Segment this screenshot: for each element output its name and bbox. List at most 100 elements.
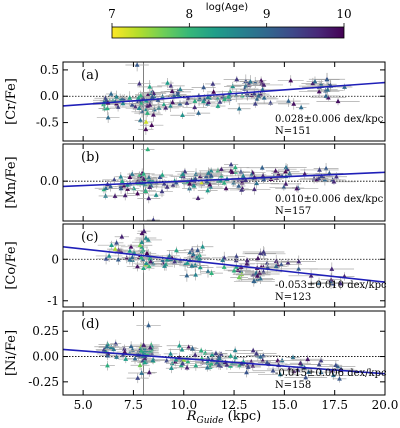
panel-tag: (a) [81,68,99,83]
data-point [129,102,135,107]
data-point [259,165,265,170]
data-point [144,250,150,256]
data-point [283,169,288,174]
data-point [204,365,210,370]
data-point [201,84,207,90]
panel-d: -0.25 0.00 0.25 5.0 7.5 10.0 12.5 15.0 17.5 20.0 (… [4,310,398,412]
data-point [204,178,210,184]
data-point [143,119,149,124]
data-point [234,76,240,82]
data-point [210,81,216,86]
data-point [146,322,151,328]
data-point [123,356,129,361]
data-point [225,94,231,99]
data-point [114,94,119,99]
data-point [191,183,197,188]
data-point [233,354,238,360]
data-point [103,193,108,198]
data-point [189,263,195,268]
data-point [196,256,202,261]
data-point [184,100,190,105]
data-point [113,341,119,346]
data-point [217,355,222,361]
data-point [169,365,174,371]
data-point [224,362,230,367]
x-tick-label: 5.0 [74,398,93,412]
data-point [193,272,199,277]
data-point [128,343,134,349]
data-point [180,360,186,366]
data-point [167,253,172,258]
data-point [302,171,308,176]
data-point [198,347,204,353]
data-point [238,169,244,174]
data-point [133,104,138,109]
data-point [190,251,196,257]
data-point [120,100,126,106]
data-point [180,112,185,118]
data-point [136,81,142,86]
data-point [291,101,297,106]
data-point [254,273,260,278]
data-point [127,257,133,262]
data-point [215,167,221,173]
data-point [190,346,195,351]
data-point [115,257,121,262]
data-point [305,356,311,362]
data-point [214,359,220,365]
data-point [143,260,149,265]
fit-line [63,246,385,283]
data-point [209,361,214,366]
data-point [258,276,263,281]
data-point [112,193,118,198]
panel-a: -0.5 0.0 0.5 (a) [Cr/Fe] 0.028±0.006 dex/kpcN… [4,61,386,142]
data-point [257,270,262,275]
data-point [149,122,155,127]
data-point [273,168,279,173]
data-point [215,103,221,108]
data-point [165,80,170,85]
slope-annotation: N=123 [275,292,311,303]
data-point [231,180,237,185]
data-point [331,372,336,378]
data-point [119,234,125,239]
data-point [141,171,147,176]
data-point [306,369,311,374]
data-point [104,105,110,111]
data-point [192,98,198,103]
data-point [135,375,141,380]
data-point [181,357,187,362]
data-point [168,351,173,356]
data-point [283,164,289,170]
data-point [138,100,144,106]
data-point [156,105,162,110]
data-point [303,374,309,380]
data-point [182,168,188,174]
data-point [199,180,204,185]
data-point [195,195,201,200]
data-point [138,348,144,353]
data-point [251,186,257,192]
x-tick-label: 7.5 [124,398,143,412]
data-point [192,104,198,110]
data-point [290,354,296,360]
data-point [202,350,208,355]
data-point [164,257,170,262]
data-point [164,358,170,363]
data-point [239,187,244,192]
data-point [316,88,322,94]
data-point [209,352,215,357]
data-point [137,362,143,368]
data-point [142,355,148,361]
data-point [121,346,127,351]
data-point [142,347,148,353]
data-point [170,182,176,188]
data-point [135,191,140,196]
data-point [103,256,109,261]
data-point [208,173,214,178]
data-point [335,363,341,369]
data-point [208,184,213,189]
data-point [168,103,173,109]
data-point [240,177,246,182]
